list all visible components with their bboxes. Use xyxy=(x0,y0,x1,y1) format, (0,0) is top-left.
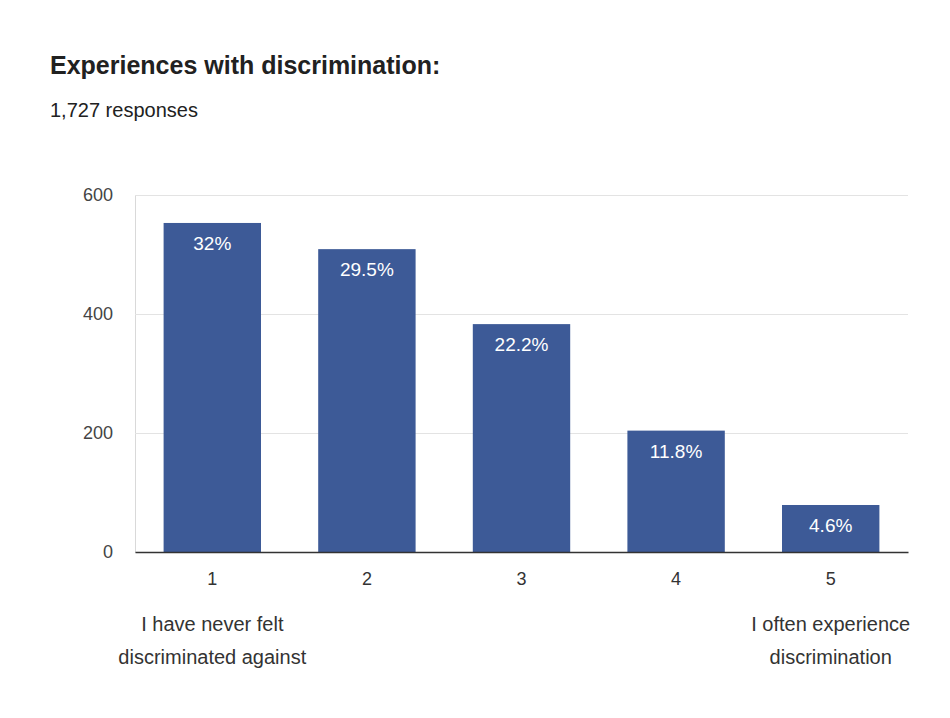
bar-label: 22.2% xyxy=(495,334,549,355)
bar-label: 11.8% xyxy=(650,441,703,462)
x-tick-label: 2 xyxy=(362,569,372,589)
grid-line xyxy=(135,552,908,553)
bar xyxy=(318,249,415,552)
y-tick-label: 200 xyxy=(83,423,113,443)
x-tick-label: 5 xyxy=(826,569,836,589)
x-tick-label: 1 xyxy=(207,569,217,589)
bar-labels: 32% 29.5% 22.2% 11.8% 4.6% xyxy=(193,233,852,536)
bar-label: 29.5% xyxy=(340,259,394,280)
x-axis-line xyxy=(136,552,909,554)
bar-label: 32% xyxy=(193,233,231,254)
y-tick-label: 0 xyxy=(103,542,113,562)
bars xyxy=(164,223,880,552)
x-tick-label: 3 xyxy=(516,569,526,589)
scale-end-label: discriminated against xyxy=(118,646,306,668)
x-tick: 3 xyxy=(516,552,526,589)
x-axis: 1 2 3 4 5 xyxy=(136,552,909,589)
bar-label: 4.6% xyxy=(809,515,852,536)
x-tick: 2 xyxy=(362,552,372,589)
background xyxy=(0,0,950,718)
x-tick-label: 4 xyxy=(671,569,681,589)
chart: Experiences with discrimination: 1,727 re… xyxy=(0,0,950,718)
subtitle: 1,727 responses xyxy=(50,99,198,121)
x-tick: 1 xyxy=(207,552,217,589)
bar xyxy=(627,431,724,552)
y-tick: 600 xyxy=(83,185,908,205)
grid-line xyxy=(135,195,908,196)
y-tick-label: 600 xyxy=(83,185,113,205)
title: Experiences with discrimination: xyxy=(50,51,440,79)
y-tick-label: 400 xyxy=(83,304,113,324)
bar xyxy=(164,223,261,552)
scale-end-label: I have never felt xyxy=(141,613,284,635)
y-axis: 0 200 400 600 xyxy=(83,185,908,562)
bar xyxy=(782,505,879,552)
scale-end-label: discrimination xyxy=(770,646,892,668)
x-tick: 4 xyxy=(671,552,681,589)
y-axis-line xyxy=(136,196,909,553)
scale-end-label: I often experience xyxy=(751,613,910,635)
x-tick: 5 xyxy=(826,552,836,589)
bar xyxy=(473,324,570,552)
